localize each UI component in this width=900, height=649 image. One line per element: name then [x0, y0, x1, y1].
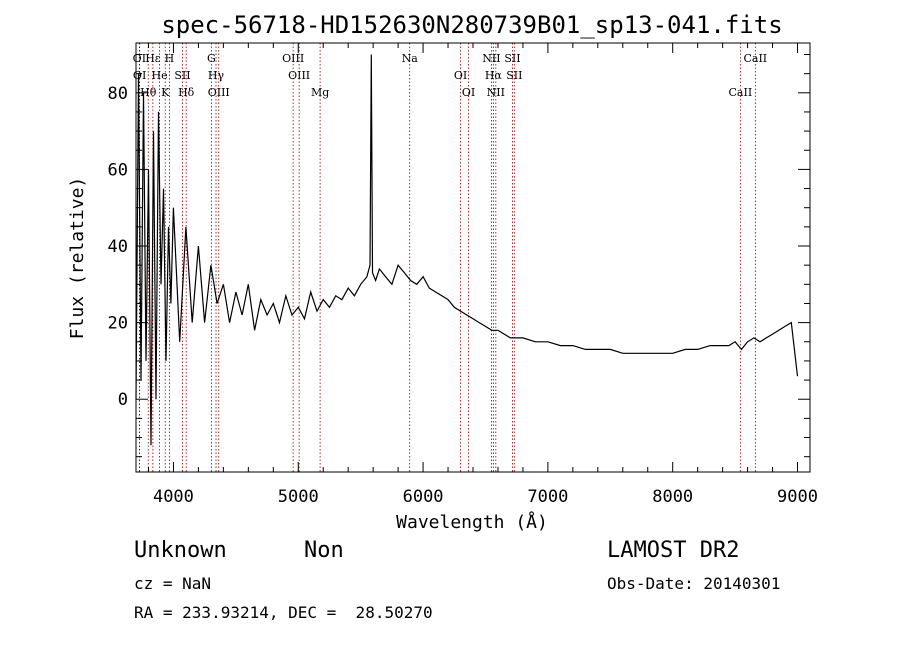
x-tick-label: 6000	[403, 487, 444, 507]
spectrum-line	[135, 54, 799, 446]
line-label-oiii: OIII	[208, 86, 230, 99]
line-label-oi: OI	[133, 69, 146, 82]
x-axis-ticks: 4000 5000 6000 7000 8000 9000	[147, 43, 818, 507]
line-label-g: G	[207, 52, 216, 65]
line-label-he: He	[152, 69, 168, 82]
object-subclass: Non	[304, 538, 344, 563]
emission-line-markers	[138, 43, 756, 472]
line-label-caii: CaII	[729, 86, 753, 99]
ra-dec-coordinates: RA = 233.93214, DEC = 28.50270	[134, 603, 433, 622]
x-tick-label: 4000	[153, 487, 194, 507]
line-label-oiii: OIII	[288, 69, 310, 82]
x-axis-label: Wavelength (Å)	[396, 511, 548, 533]
line-label-h: H	[165, 52, 175, 65]
line-label-nii: NII	[482, 52, 500, 65]
line-label-oiii: OIII	[282, 52, 304, 65]
y-tick-label: 0	[118, 390, 128, 410]
line-label-hε: Hε	[145, 52, 161, 65]
x-tick-label: 7000	[527, 487, 568, 507]
line-label-mg: Mg	[311, 86, 329, 99]
y-tick-label: 40	[108, 237, 128, 257]
line-label-oi: OI	[454, 69, 467, 82]
line-label-sii: SII	[174, 69, 190, 82]
emission-line-labels: OIOIHθHεHeKHSIIHδGHγOIIIOIIIOIIIMgNaOIOI…	[133, 52, 767, 99]
line-label-k: K	[161, 86, 170, 99]
object-class: Unknown	[134, 538, 227, 563]
line-label-hθ: Hθ	[140, 86, 157, 99]
observation-date: Obs-Date: 20140301	[607, 574, 781, 593]
line-label-hδ: Hδ	[178, 86, 195, 99]
line-label-nii: NII	[487, 86, 505, 99]
x-tick-label: 8000	[652, 487, 693, 507]
line-label-caii: CaII	[743, 52, 767, 65]
y-axis-label: Flux (relative)	[67, 177, 88, 340]
line-label-na: Na	[402, 52, 419, 65]
line-label-sii: SII	[504, 52, 520, 65]
y-axis-ticks: 0 20 40 60 80	[108, 53, 810, 458]
line-label-oi: OI	[462, 86, 475, 99]
line-label-oi: OI	[133, 52, 146, 65]
line-label-hα: Hα	[485, 69, 503, 82]
x-tick-label: 9000	[777, 487, 818, 507]
line-label-hγ: Hγ	[208, 69, 225, 82]
plot-frame	[135, 42, 811, 473]
redshift-cz: cz = NaN	[134, 574, 212, 593]
survey-name: LAMOST DR2	[607, 538, 740, 563]
chart-title: spec-56718-HD152630N280739B01_sp13-041.f…	[161, 11, 782, 39]
x-tick-label: 5000	[278, 487, 319, 507]
line-label-sii: SII	[506, 69, 522, 82]
y-tick-label: 20	[108, 314, 128, 334]
y-tick-label: 80	[108, 84, 128, 104]
y-tick-label: 60	[108, 160, 128, 180]
